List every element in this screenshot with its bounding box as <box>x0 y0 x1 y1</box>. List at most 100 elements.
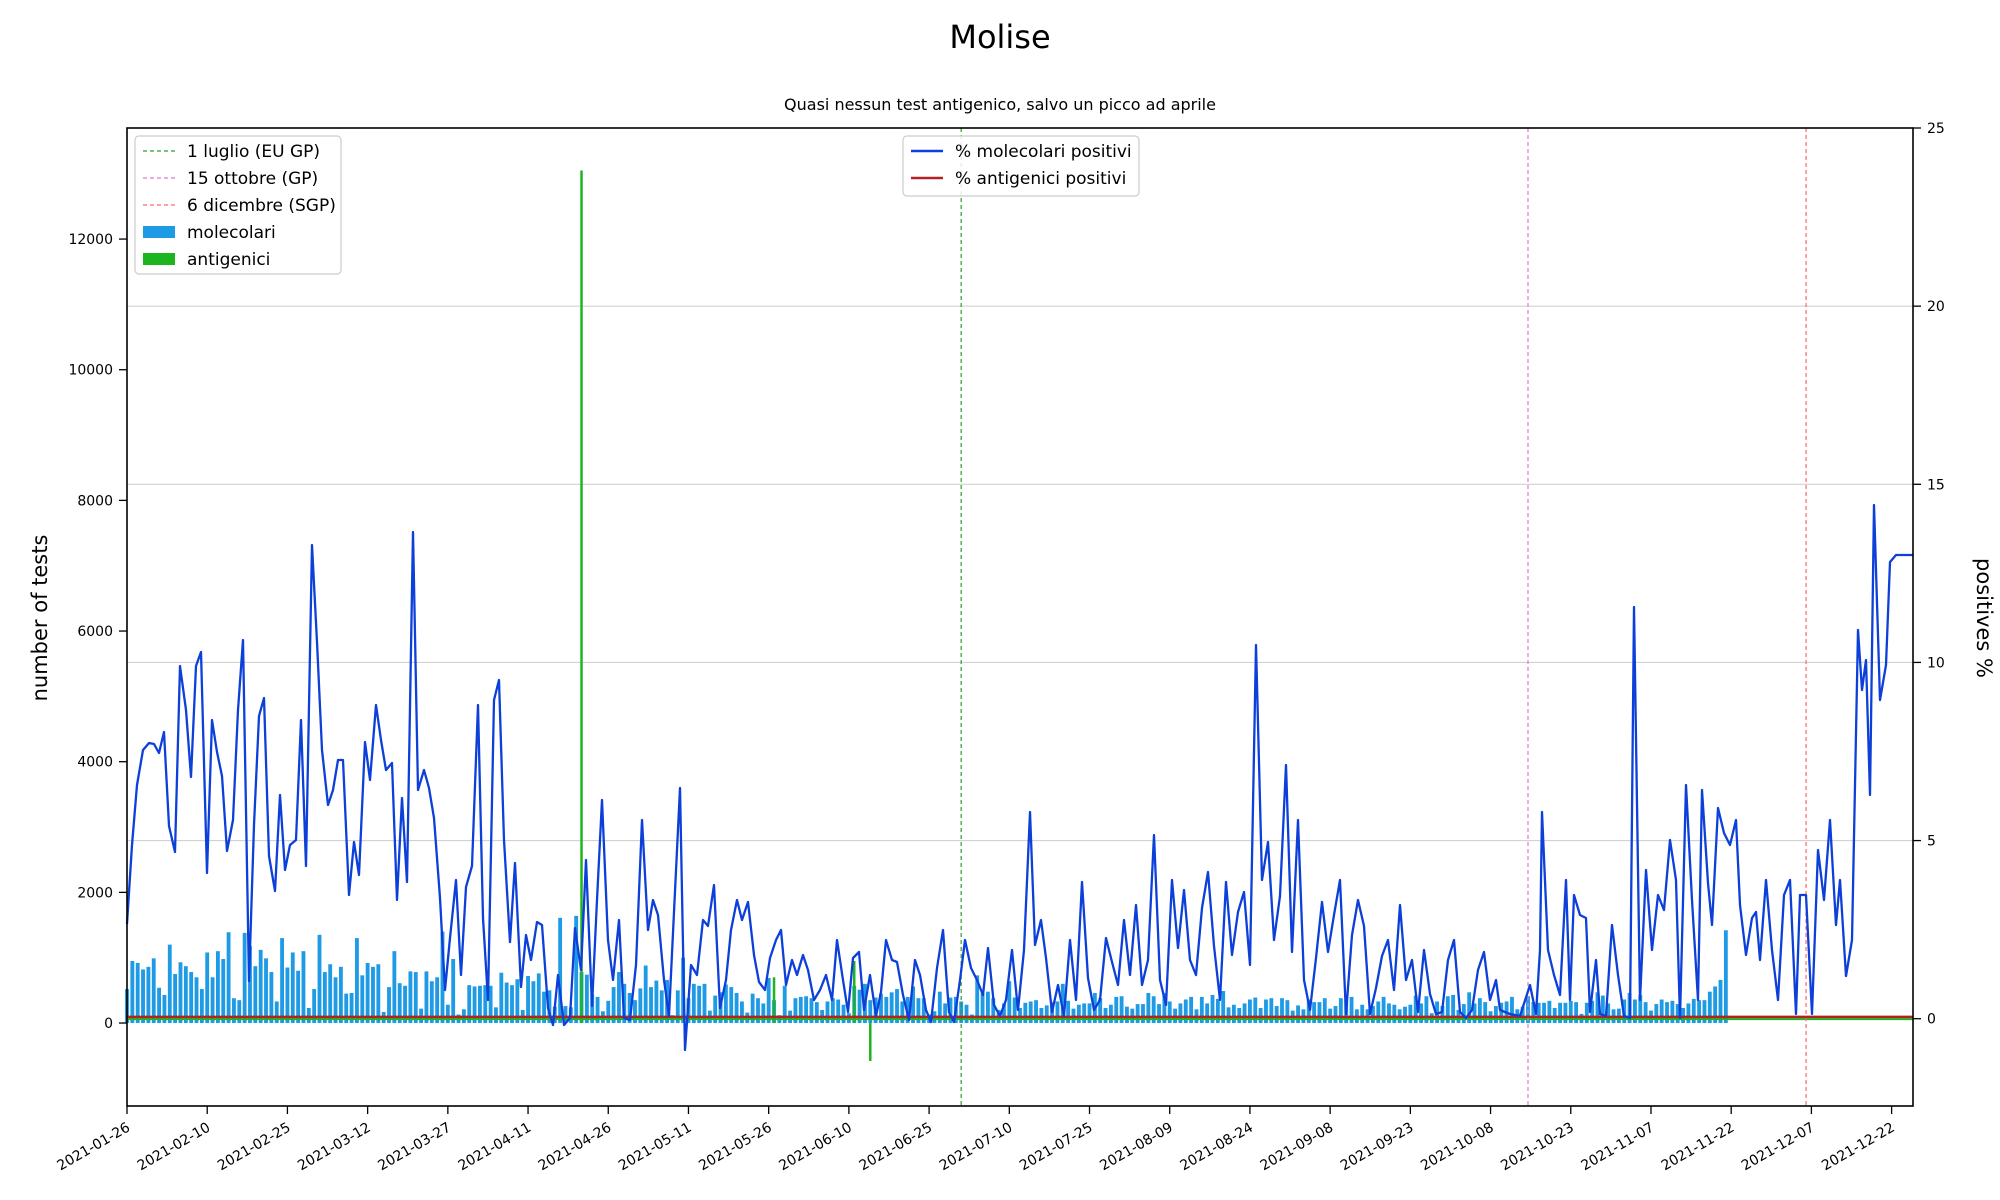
bar-molecolari <box>766 977 771 1024</box>
x-tick-label: 2021-10-08 <box>1418 1120 1496 1175</box>
legend-label: 1 luglio (EU GP) <box>187 142 320 162</box>
y-right-label: positives % <box>1972 558 1996 678</box>
bar-molecolari <box>1510 996 1514 1024</box>
bar-molecolari <box>964 1004 969 1024</box>
bar-molecolari <box>483 985 488 1024</box>
bar-molecolari <box>991 998 996 1024</box>
bar-molecolari <box>1595 992 1600 1024</box>
bar-molecolari <box>1034 1000 1038 1024</box>
bar-molecolari <box>1098 998 1103 1024</box>
bar-molecolari <box>317 934 322 1024</box>
x-tick-label: 2021-09-23 <box>1338 1120 1416 1175</box>
bar-molecolari <box>1665 1002 1669 1024</box>
bar-molecolari <box>1296 1005 1300 1024</box>
bar-molecolari <box>1012 997 1017 1024</box>
y-right-tick-label: 10 <box>1927 655 1945 671</box>
x-tick-label: 2021-04-26 <box>536 1120 615 1175</box>
bar-molecolari <box>1108 1004 1113 1024</box>
bar-molecolari <box>841 1004 846 1024</box>
bar-molecolari <box>1547 1000 1552 1024</box>
bar-molecolari <box>756 998 760 1024</box>
bar-molecolari <box>1531 1002 1536 1024</box>
bar-molecolari <box>162 994 167 1024</box>
bar-molecolari <box>1461 1004 1466 1024</box>
bar-molecolari <box>141 969 145 1024</box>
bar-molecolari <box>1338 998 1343 1024</box>
bar-molecolari <box>221 959 226 1024</box>
bar-molecolari <box>895 989 899 1024</box>
bar-molecolari <box>1360 1004 1365 1024</box>
bar-molecolari <box>691 983 696 1024</box>
bar-molecolari <box>1520 1006 1525 1024</box>
bar-molecolari <box>1002 1003 1006 1024</box>
bar-molecolari <box>1558 1002 1562 1024</box>
bar-molecolari <box>408 971 413 1024</box>
bar-molecolari <box>210 977 215 1024</box>
bar-molecolari <box>1483 1002 1488 1024</box>
bar-molecolari <box>1231 1004 1236 1024</box>
bar-molecolari <box>1633 999 1637 1024</box>
bar-molecolari <box>1312 1002 1317 1024</box>
bar-molecolari <box>232 998 236 1024</box>
bar-molecolari <box>1419 1003 1423 1024</box>
legend-label: % molecolari positivi <box>955 142 1132 162</box>
bar-molecolari <box>734 992 739 1024</box>
bar-molecolari <box>857 989 862 1024</box>
legend-label: antigenici <box>187 250 270 270</box>
bar-molecolari <box>1141 1004 1145 1024</box>
bar-molecolari <box>403 985 407 1024</box>
bar-molecolari <box>424 971 429 1024</box>
bar-molecolari <box>723 984 728 1024</box>
bar-molecolari <box>371 966 375 1024</box>
bar-molecolari <box>510 985 514 1024</box>
legend-label: 15 ottobre (GP) <box>187 169 318 189</box>
bar-molecolari <box>1600 995 1605 1024</box>
bar-molecolari <box>269 972 274 1024</box>
bar-molecolari <box>344 993 349 1024</box>
bar-molecolari <box>1210 994 1215 1024</box>
bar-molecolari <box>943 1003 948 1024</box>
bar-molecolari <box>429 981 434 1024</box>
bar-molecolari <box>809 998 814 1024</box>
bar-molecolari <box>1723 930 1728 1024</box>
x-tick-label: 2021-03-27 <box>375 1120 453 1175</box>
bar-molecolari <box>1215 998 1220 1024</box>
bar-molecolari <box>1023 1002 1028 1024</box>
bar-molecolari <box>264 958 268 1024</box>
bar-molecolari <box>1157 1004 1161 1024</box>
bar-molecolari <box>937 991 942 1024</box>
bar-molecolari <box>1590 1000 1595 1024</box>
bar-molecolari <box>1675 1004 1680 1024</box>
y-right-tick-label: 0 <box>1927 1012 1936 1028</box>
bar-molecolari <box>1477 998 1482 1024</box>
bar-molecolari <box>499 972 504 1024</box>
bar-molecolari <box>435 977 440 1024</box>
bar-molecolari <box>1493 1006 1498 1024</box>
bar-molecolari <box>633 1000 637 1024</box>
x-tick-label: 2021-08-09 <box>1097 1120 1175 1175</box>
bar-molecolari <box>397 983 402 1024</box>
chart-title: Molise <box>949 18 1050 56</box>
bar-molecolari <box>1403 1006 1407 1024</box>
bar-molecolari <box>226 932 231 1024</box>
x-tick-label: 2021-05-11 <box>616 1120 694 1175</box>
bar-molecolari <box>1686 1003 1691 1024</box>
legend-label: 6 dicembre (SGP) <box>187 196 336 216</box>
x-tick-label: 2021-10-23 <box>1498 1120 1576 1175</box>
bar-molecolari <box>205 952 210 1024</box>
bar-molecolari <box>574 915 579 1024</box>
bar-molecolari <box>1028 1001 1033 1024</box>
bar-molecolari <box>1371 1006 1375 1024</box>
bar-molecolari <box>1322 998 1327 1024</box>
bar-molecolari <box>606 1000 611 1024</box>
bar-molecolari <box>836 999 841 1024</box>
bar-molecolari <box>1178 1003 1183 1024</box>
bar-molecolari <box>1183 999 1188 1024</box>
bar-molecolari <box>740 1001 744 1024</box>
bar-molecolari <box>1087 1003 1092 1024</box>
bar-molecolari <box>274 1001 279 1024</box>
bar-molecolari <box>889 992 894 1024</box>
bar-molecolari <box>312 989 317 1024</box>
bar-molecolari <box>253 966 258 1024</box>
bar-molecolari <box>1167 1001 1172 1024</box>
